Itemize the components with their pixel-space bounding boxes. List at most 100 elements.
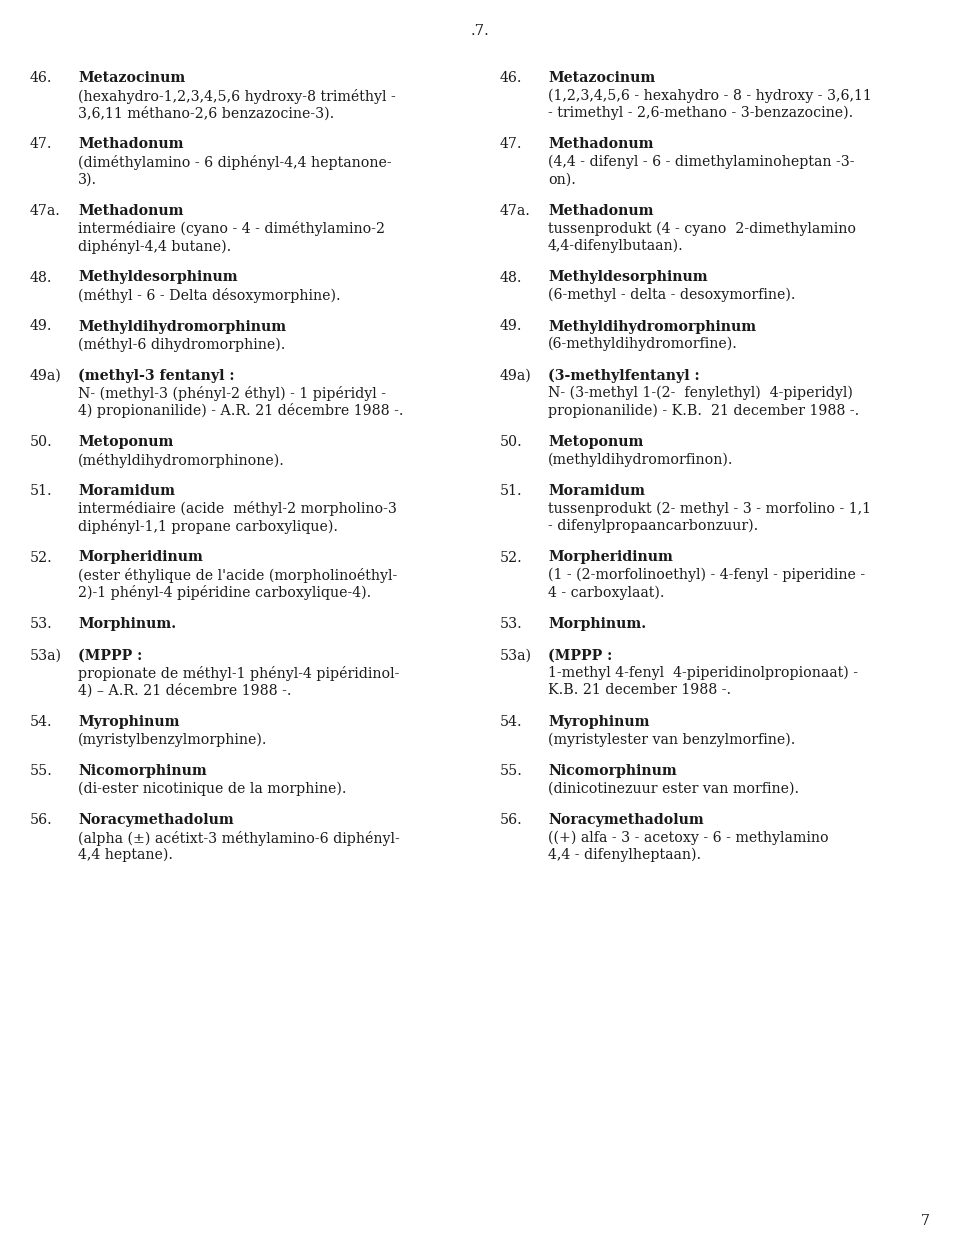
Text: (6-methyldihydromorfine).: (6-methyldihydromorfine). [548,336,738,351]
Text: Metazocinum: Metazocinum [548,71,656,85]
Text: (4,4 - difenyl - 6 - dimethylaminoheptan -3-: (4,4 - difenyl - 6 - dimethylaminoheptan… [548,155,854,169]
Text: 4) – A.R. 21 décembre 1988 -.: 4) – A.R. 21 décembre 1988 -. [78,684,292,698]
Text: N- (3-methyl 1-(2-  fenylethyl)  4-piperidyl): N- (3-methyl 1-(2- fenylethyl) 4-piperid… [548,386,852,400]
Text: 46.: 46. [500,71,522,85]
Text: 48.: 48. [500,270,522,284]
Text: (MPPP :: (MPPP : [548,648,612,663]
Text: (myristylester van benzylmorfine).: (myristylester van benzylmorfine). [548,733,796,746]
Text: propionate de méthyl-1 phényl-4 pipéridinol-: propionate de méthyl-1 phényl-4 pipéridi… [78,667,399,682]
Text: diphényl-1,1 propane carboxylique).: diphényl-1,1 propane carboxylique). [78,520,338,535]
Text: - difenylpropaancarbonzuur).: - difenylpropaancarbonzuur). [548,520,758,533]
Text: 53a): 53a) [500,648,532,663]
Text: Morphinum.: Morphinum. [78,617,176,630]
Text: 49a): 49a) [30,369,61,383]
Text: Moramidum: Moramidum [548,483,645,498]
Text: .7.: .7. [470,24,490,37]
Text: 47a.: 47a. [30,204,60,218]
Text: 49.: 49. [30,319,53,334]
Text: Morphinum.: Morphinum. [548,617,646,630]
Text: Moramidum: Moramidum [78,483,175,498]
Text: 50.: 50. [500,435,523,449]
Text: 53.: 53. [500,617,523,630]
Text: 4,4 heptane).: 4,4 heptane). [78,849,173,862]
Text: (methyl-3 fentanyl :: (methyl-3 fentanyl : [78,369,234,383]
Text: 51.: 51. [30,483,53,498]
Text: 7: 7 [921,1214,930,1229]
Text: (méthyl-6 dihydromorphine).: (méthyl-6 dihydromorphine). [78,336,285,353]
Text: 54.: 54. [500,715,522,729]
Text: Methadonum: Methadonum [78,137,183,152]
Text: (alpha (±) acétixt-3 méthylamino-6 diphényl-: (alpha (±) acétixt-3 méthylamino-6 diphé… [78,831,399,846]
Text: Nicomorphinum: Nicomorphinum [78,764,206,778]
Text: 47a.: 47a. [500,204,531,218]
Text: (méthyldihydromorphinone).: (méthyldihydromorphinone). [78,452,285,467]
Text: 4,4-difenylbutaan).: 4,4-difenylbutaan). [548,239,684,253]
Text: 48.: 48. [30,270,53,284]
Text: Metazocinum: Metazocinum [78,71,185,85]
Text: 51.: 51. [500,483,522,498]
Text: 53a): 53a) [30,648,62,663]
Text: 49.: 49. [500,319,522,334]
Text: 54.: 54. [30,715,53,729]
Text: Methyldesorphinum: Methyldesorphinum [78,270,238,284]
Text: 46.: 46. [30,71,53,85]
Text: Nicomorphinum: Nicomorphinum [548,764,677,778]
Text: 47.: 47. [500,137,522,152]
Text: 49a): 49a) [500,369,532,383]
Text: propionanilide) - K.B.  21 december 1988 -.: propionanilide) - K.B. 21 december 1988 … [548,404,859,417]
Text: Metoponum: Metoponum [78,435,174,449]
Text: (méthyl - 6 - Delta désoxymorphine).: (méthyl - 6 - Delta désoxymorphine). [78,288,341,303]
Text: (myristylbenzylmorphine).: (myristylbenzylmorphine). [78,733,268,746]
Text: 4) propionanilide) - A.R. 21 décembre 1988 -.: 4) propionanilide) - A.R. 21 décembre 19… [78,404,403,419]
Text: 52.: 52. [500,551,523,564]
Text: (1 - (2-morfolinoethyl) - 4-fenyl - piperidine -: (1 - (2-morfolinoethyl) - 4-fenyl - pipe… [548,568,865,582]
Text: 53.: 53. [30,617,53,630]
Text: 50.: 50. [30,435,53,449]
Text: Myrophinum: Myrophinum [548,715,650,729]
Text: 2)-1 phényl-4 pipéridine carboxylique-4).: 2)-1 phényl-4 pipéridine carboxylique-4)… [78,586,372,601]
Text: (hexahydro-1,2,3,4,5,6 hydroxy-8 triméthyl -: (hexahydro-1,2,3,4,5,6 hydroxy-8 triméth… [78,88,396,103]
Text: K.B. 21 december 1988 -.: K.B. 21 december 1988 -. [548,684,732,698]
Text: (methyldihydromorfinon).: (methyldihydromorfinon). [548,452,733,467]
Text: Myrophinum: Myrophinum [78,715,180,729]
Text: Methadonum: Methadonum [548,204,654,218]
Text: 4 - carboxylaat).: 4 - carboxylaat). [548,586,664,599]
Text: Methyldesorphinum: Methyldesorphinum [548,270,708,284]
Text: ((+) alfa - 3 - acetoxy - 6 - methylamino: ((+) alfa - 3 - acetoxy - 6 - methylamin… [548,831,828,845]
Text: Methyldihydromorphinum: Methyldihydromorphinum [548,319,756,334]
Text: Noracymethadolum: Noracymethadolum [548,812,704,827]
Text: (6-methyl - delta - desoxymorfine).: (6-methyl - delta - desoxymorfine). [548,288,796,303]
Text: (diméthylamino - 6 diphényl-4,4 heptanone-: (diméthylamino - 6 diphényl-4,4 heptanon… [78,155,392,169]
Text: (MPPP :: (MPPP : [78,648,142,663]
Text: 55.: 55. [500,764,523,778]
Text: (di-ester nicotinique de la morphine).: (di-ester nicotinique de la morphine). [78,781,347,796]
Text: Methadonum: Methadonum [548,137,654,152]
Text: on).: on). [548,172,576,187]
Text: intermédiaire (cyano - 4 - diméthylamino-2: intermédiaire (cyano - 4 - diméthylamino… [78,222,385,237]
Text: intermédiaire (acide  méthyl-2 morpholino-3: intermédiaire (acide méthyl-2 morpholino… [78,501,396,517]
Text: N- (methyl-3 (phényl-2 éthyl) - 1 pipéridyl -: N- (methyl-3 (phényl-2 éthyl) - 1 pipéri… [78,386,386,401]
Text: tussenprodukt (2- methyl - 3 - morfolino - 1,1: tussenprodukt (2- methyl - 3 - morfolino… [548,501,871,516]
Text: 3).: 3). [78,172,97,187]
Text: - trimethyl - 2,6-methano - 3-benzazocine).: - trimethyl - 2,6-methano - 3-benzazocin… [548,106,853,121]
Text: Morpheridinum: Morpheridinum [548,551,673,564]
Text: diphényl-4,4 butane).: diphényl-4,4 butane). [78,239,231,254]
Text: Morpheridinum: Morpheridinum [78,551,203,564]
Text: Noracymethadolum: Noracymethadolum [78,812,233,827]
Text: Methadonum: Methadonum [78,204,183,218]
Text: 1-methyl 4-fenyl  4-piperidinolpropionaat) -: 1-methyl 4-fenyl 4-piperidinolpropionaat… [548,667,858,680]
Text: 52.: 52. [30,551,53,564]
Text: 4,4 - difenylheptaan).: 4,4 - difenylheptaan). [548,849,701,862]
Text: 3,6,11 méthano-2,6 benzazocine-3).: 3,6,11 méthano-2,6 benzazocine-3). [78,106,334,121]
Text: tussenprodukt (4 - cyano  2-dimethylamino: tussenprodukt (4 - cyano 2-dimethylamino [548,222,856,235]
Text: 56.: 56. [30,812,53,827]
Text: 47.: 47. [30,137,53,152]
Text: Methyldihydromorphinum: Methyldihydromorphinum [78,319,286,334]
Text: (1,2,3,4,5,6 - hexahydro - 8 - hydroxy - 3,6,11: (1,2,3,4,5,6 - hexahydro - 8 - hydroxy -… [548,88,872,103]
Text: (ester éthylique de l'acide (morpholinoéthyl-: (ester éthylique de l'acide (morpholinoé… [78,568,397,583]
Text: (3-methylfentanyl :: (3-methylfentanyl : [548,369,700,383]
Text: 55.: 55. [30,764,53,778]
Text: Metoponum: Metoponum [548,435,643,449]
Text: (dinicotinezuur ester van morfine).: (dinicotinezuur ester van morfine). [548,781,799,795]
Text: 56.: 56. [500,812,523,827]
